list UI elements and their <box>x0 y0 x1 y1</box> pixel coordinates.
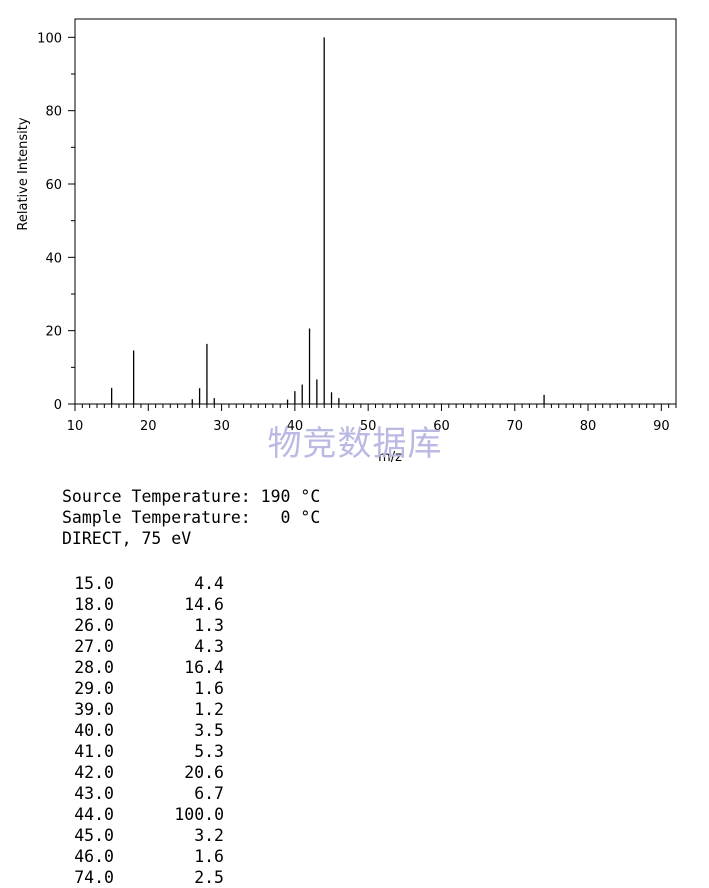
peak-intensity: 1.6 <box>194 847 224 866</box>
peak-intensity: 20.6 <box>184 763 224 782</box>
y-tick-label: 100 <box>37 31 62 46</box>
peak-intensity: 6.7 <box>194 784 224 803</box>
mass-spectrum-chart: 0 20 40 60 80 100 10 20 30 40 50 60 70 80 90 Relative… <box>16 18 677 465</box>
x-tick-label: 40 <box>287 419 304 434</box>
x-tick-label: 70 <box>506 419 523 434</box>
peak-intensity: 16.4 <box>184 658 224 677</box>
watermark-text: 物竞数据库 <box>268 424 443 464</box>
x-tick-label: 60 <box>433 419 450 434</box>
peak-mz: 42.0 <box>74 763 114 782</box>
y-tick-label: 20 <box>45 325 62 340</box>
peak-intensity: 3.5 <box>194 721 224 740</box>
y-tick-label: 60 <box>45 178 62 193</box>
peak-mz: 46.0 <box>74 847 114 866</box>
peak-intensity: 14.6 <box>184 595 224 614</box>
peak-row: 40.0 3.5 <box>62 720 224 741</box>
peak-row: 44.0 100.0 <box>62 804 224 825</box>
peak-mz: 26.0 <box>74 616 114 635</box>
peak-mz: 28.0 <box>74 658 114 677</box>
peak-intensity: 4.3 <box>194 637 224 656</box>
ionization-method: DIRECT, 75 eV <box>62 529 192 548</box>
acquisition-info: Source Temperature: 190 °C Sample Tempera… <box>62 486 320 549</box>
y-axis-label: Relative Intensity <box>16 117 31 230</box>
peak-mz: 18.0 <box>74 595 114 614</box>
peak-mz: 45.0 <box>74 826 114 845</box>
peak-row: 27.0 4.3 <box>62 636 224 657</box>
x-tick-label: 80 <box>580 419 597 434</box>
peak-row: 15.0 4.4 <box>62 573 224 594</box>
peak-table: 15.0 4.4 18.0 14.6 26.0 1.3 27.0 4.3 28.0 16.4 29.… <box>62 573 224 888</box>
y-tick-label: 0 <box>54 398 62 413</box>
peak-intensity: 1.6 <box>194 679 224 698</box>
plot-frame <box>74 18 677 405</box>
peak-intensity: 3.2 <box>194 826 224 845</box>
source-temperature: Source Temperature: 190 °C <box>62 487 321 506</box>
y-tick-label: 40 <box>45 251 62 266</box>
peak-mz: 41.0 <box>74 742 114 761</box>
peak-row: 45.0 3.2 <box>62 825 224 846</box>
peak-intensity: 4.4 <box>194 574 224 593</box>
x-axis: 10 20 30 40 50 60 70 80 90 <box>67 404 677 434</box>
peak-mz: 39.0 <box>74 700 114 719</box>
spectrum-peaks <box>110 37 545 404</box>
peak-intensity: 1.2 <box>194 700 224 719</box>
peak-row: 28.0 16.4 <box>62 657 224 678</box>
peak-mz: 27.0 <box>74 637 114 656</box>
peak-row: 29.0 1.6 <box>62 678 224 699</box>
x-axis-label: m/z <box>378 450 402 465</box>
peak-intensity: 2.5 <box>194 868 224 887</box>
peak-mz: 43.0 <box>74 784 114 803</box>
x-tick-label: 20 <box>140 419 157 434</box>
peak-mz: 74.0 <box>74 868 114 887</box>
peak-row: 46.0 1.6 <box>62 846 224 867</box>
x-tick-label: 30 <box>213 419 230 434</box>
peak-mz: 40.0 <box>74 721 114 740</box>
peak-row: 42.0 20.6 <box>62 762 224 783</box>
peak-row: 74.0 2.5 <box>62 867 224 888</box>
peak-intensity: 5.3 <box>194 742 224 761</box>
x-tick-label: 90 <box>653 419 670 434</box>
peak-row: 39.0 1.2 <box>62 699 224 720</box>
y-axis: 0 20 40 60 80 100 <box>37 31 75 413</box>
peak-row: 43.0 6.7 <box>62 783 224 804</box>
peak-mz: 15.0 <box>74 574 114 593</box>
peak-row: 18.0 14.6 <box>62 594 224 615</box>
y-tick-label: 80 <box>45 105 62 120</box>
peak-row: 26.0 1.3 <box>62 615 224 636</box>
peak-intensity: 1.3 <box>194 616 224 635</box>
x-tick-label: 50 <box>360 419 377 434</box>
peak-intensity: 100.0 <box>174 805 224 824</box>
sample-temperature: Sample Temperature: 0 °C <box>62 508 321 527</box>
x-tick-label: 10 <box>67 419 84 434</box>
peak-mz: 29.0 <box>74 679 114 698</box>
peak-row: 41.0 5.3 <box>62 741 224 762</box>
peak-mz: 44.0 <box>74 805 114 824</box>
